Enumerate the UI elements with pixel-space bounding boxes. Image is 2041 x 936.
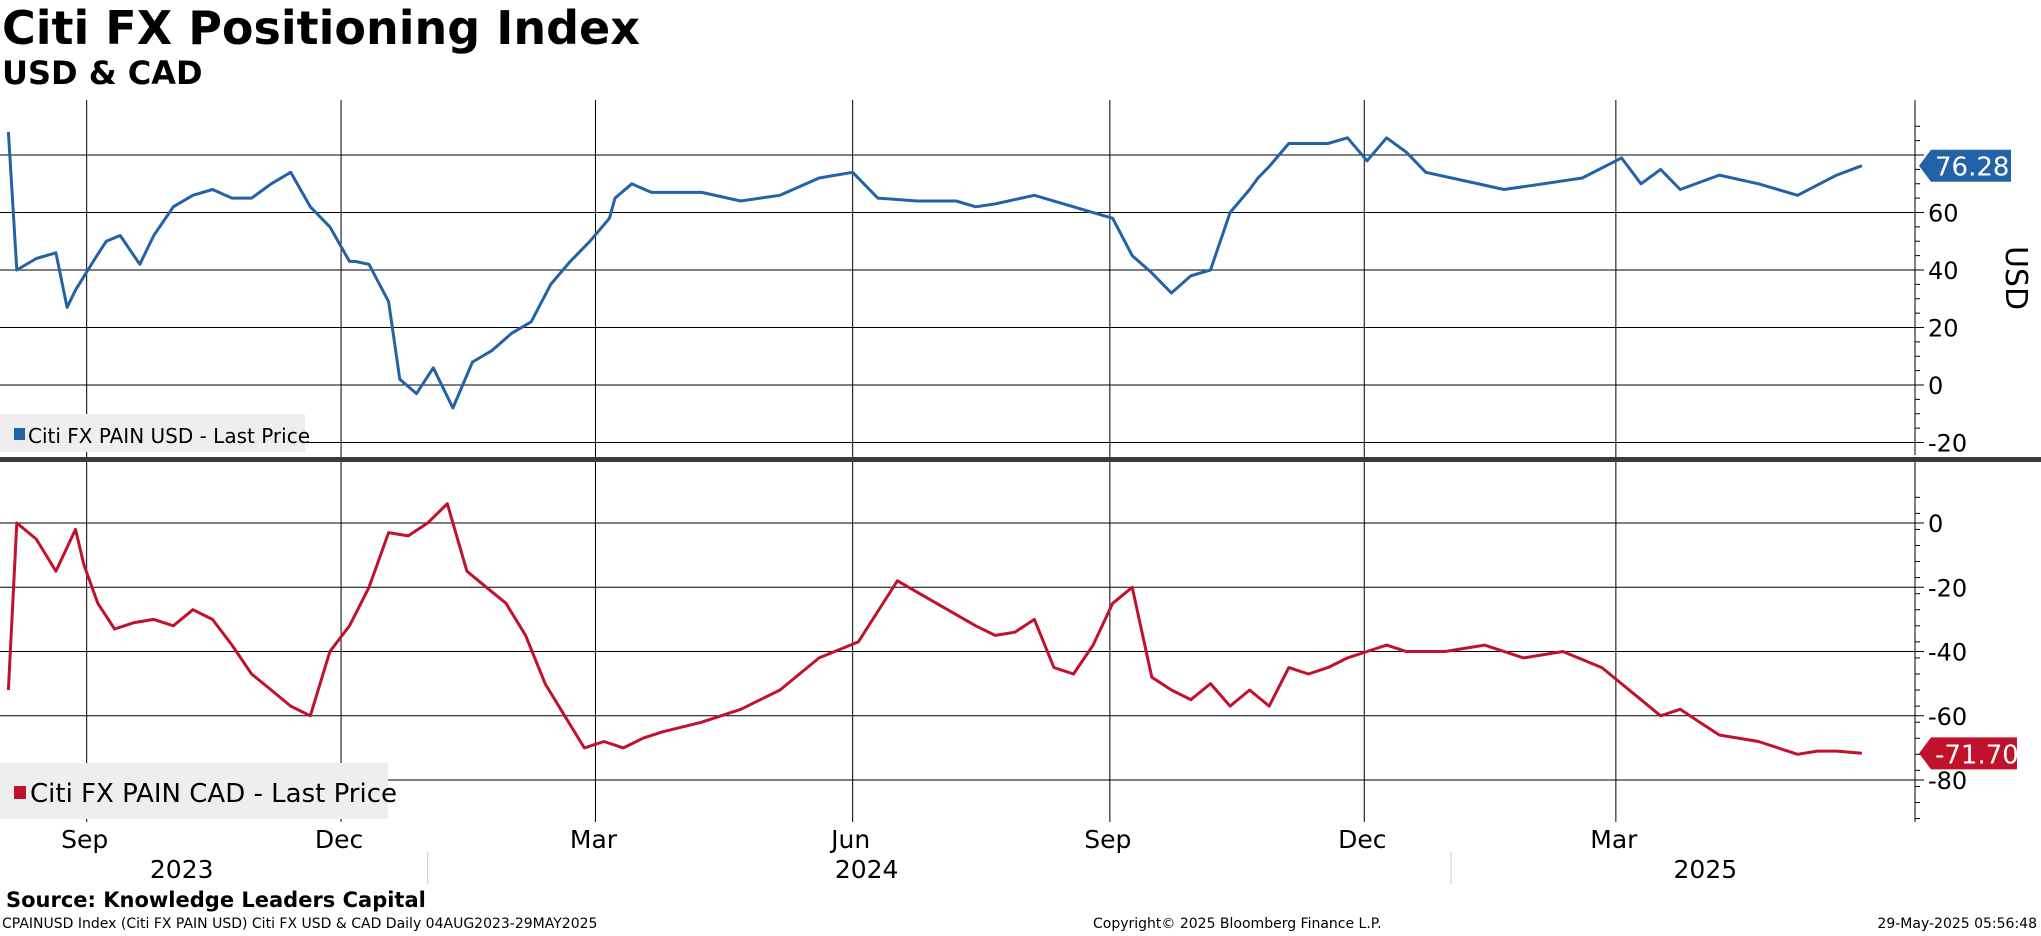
y-tick-label: 40 (1928, 257, 1959, 285)
cad-last-value-tag (1919, 737, 2017, 770)
cad-legend-box (0, 763, 388, 819)
y-tick-label: -20 (1928, 574, 1967, 602)
x-tick-label: Sep (1084, 825, 1131, 854)
usd-last-value-tag-text: 76.28 (1935, 153, 2009, 183)
x-year-label: 2025 (1674, 855, 1738, 884)
y-axis-label: USD (1998, 246, 2033, 310)
cad-last-value-tag-text: -71.70 (1935, 740, 2019, 770)
y-tick-label: -80 (1928, 767, 1967, 795)
y-tick-label: 0 (1928, 510, 1943, 538)
usd-legend-box (0, 414, 305, 452)
usd-last-value-tag (1919, 149, 2011, 182)
chart-subtitle: USD & CAD (2, 54, 203, 92)
x-tick-label: Dec (1338, 825, 1386, 854)
usd-series-line (6, 131, 1863, 410)
timestamp: 29-May-2025 05:56:48 (1877, 916, 2037, 932)
x-tick-label: Dec (315, 825, 363, 854)
y-tick-label: -40 (1928, 639, 1967, 667)
cad-legend-label: Citi FX PAIN CAD - Last Price (30, 779, 397, 809)
y-tick-label: 20 (1928, 315, 1959, 343)
ticker-info: CPAINUSD Index (Citi FX PAIN USD) Citi F… (2, 916, 598, 932)
y-tick-label: 0 (1928, 372, 1943, 400)
y-tick-label: -20 (1928, 430, 1967, 458)
x-tick-label: Jun (829, 825, 870, 854)
x-tick-label: Sep (61, 825, 108, 854)
cad-legend-swatch (14, 786, 26, 799)
x-tick-label: Mar (1590, 825, 1638, 854)
usd-legend-swatch (14, 428, 25, 440)
source-note: Source: Knowledge Leaders Capital (6, 888, 426, 912)
panel-divider (0, 457, 2041, 462)
usd-legend-label: Citi FX PAIN USD - Last Price (28, 424, 310, 448)
y-tick-label: 60 (1928, 200, 1959, 228)
copyright-note: Copyright© 2025 Bloomberg Finance L.P. (1093, 916, 1382, 932)
x-year-label: 2023 (150, 855, 214, 884)
y-tick-label: -60 (1928, 703, 1967, 731)
x-year-label: 2024 (835, 855, 899, 884)
cad-series-line (6, 502, 1863, 756)
x-tick-label: Mar (570, 825, 618, 854)
chart-title: Citi FX Positioning Index (2, 1, 640, 55)
